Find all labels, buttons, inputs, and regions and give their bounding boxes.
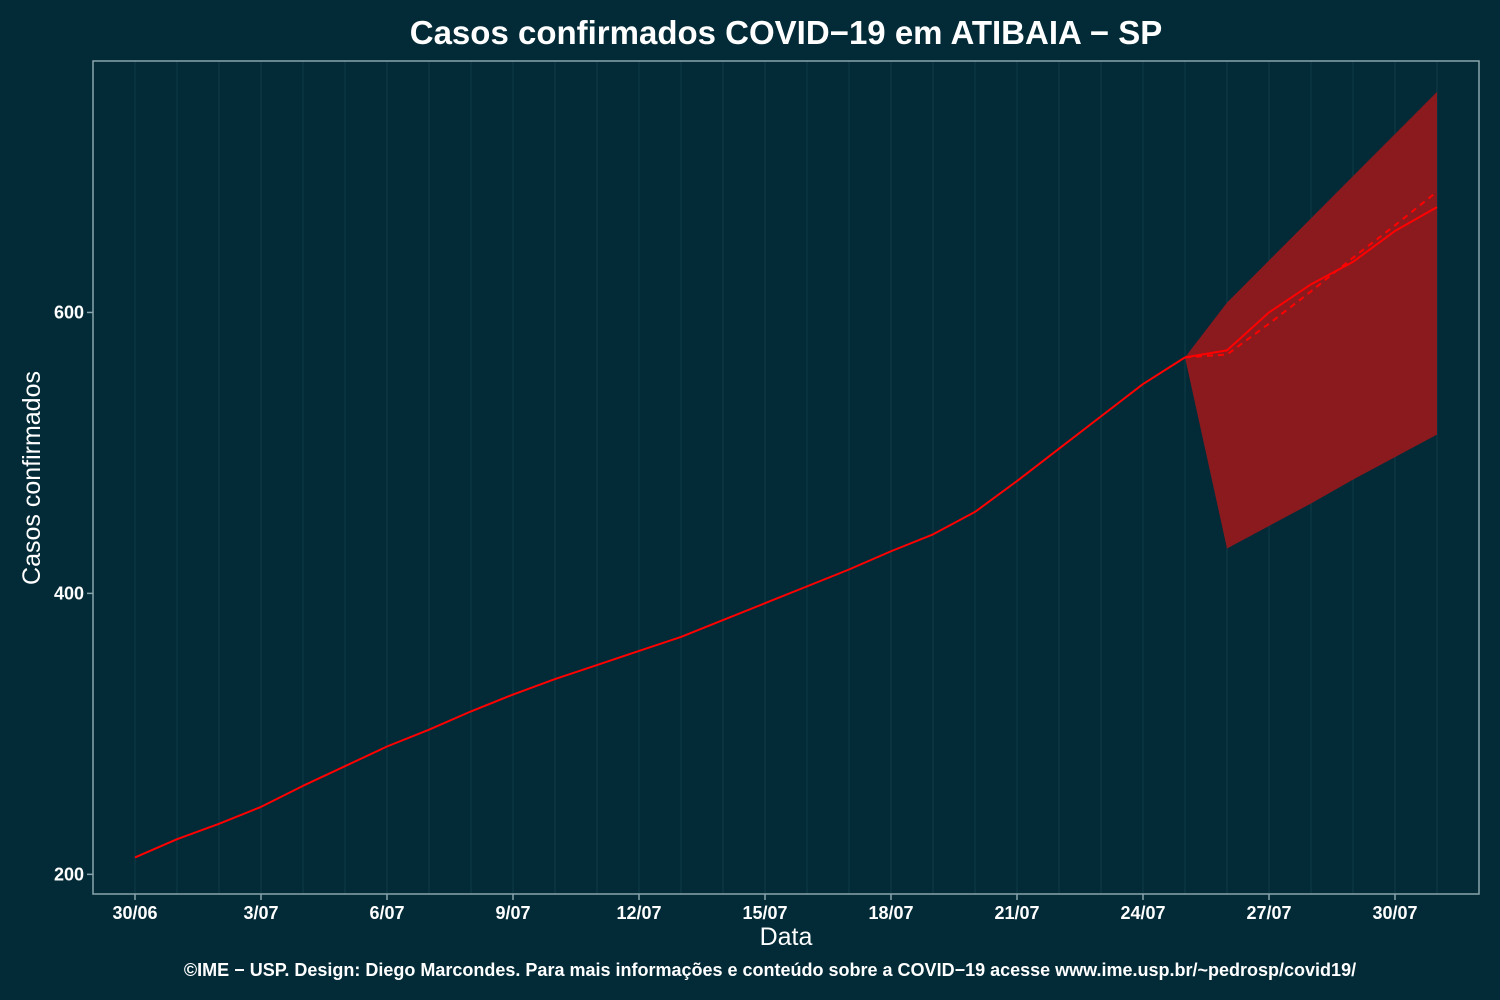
plot-frame	[92, 60, 1480, 895]
x-tick-label: 15/07	[742, 903, 787, 923]
caption: ©IME − USP. Design: Diego Marcondes. Par…	[184, 960, 1356, 980]
series-layer	[134, 190, 1438, 859]
x-tick-label: 18/07	[868, 903, 913, 923]
x-tick-label: 21/07	[994, 903, 1039, 923]
x-tick-label: 9/07	[495, 903, 530, 923]
x-tick-label: 3/07	[243, 903, 278, 923]
x-tick-label: 6/07	[369, 903, 404, 923]
prediction-band	[1185, 91, 1437, 549]
grid	[134, 61, 1438, 894]
x-tick-label: 30/07	[1372, 903, 1417, 923]
x-tick-label: 27/07	[1246, 903, 1291, 923]
y-axis-label: Casos confirmados	[18, 371, 46, 585]
dashed-series-line	[1184, 190, 1438, 359]
series-line	[1184, 206, 1438, 359]
prediction-band-layer	[1185, 91, 1437, 549]
y-tick-label: 600	[54, 302, 84, 322]
y-tick-label: 400	[54, 583, 84, 603]
x-axis-ticks: 30/06 3/07 6/07 9/07 12/07 15/07 18/07 21/07 24/…	[112, 894, 1418, 923]
y-tick-label: 200	[54, 864, 84, 884]
y-axis-ticks: 200 400 600	[54, 302, 93, 884]
series-line	[134, 356, 1186, 859]
x-tick-label: 24/07	[1120, 903, 1165, 923]
chart-title: Casos confirmados COVID−19 em ATIBAIA − …	[410, 14, 1163, 51]
x-axis-label: Data	[760, 923, 813, 951]
x-tick-label: 12/07	[616, 903, 661, 923]
x-tick-label: 30/06	[112, 903, 157, 923]
